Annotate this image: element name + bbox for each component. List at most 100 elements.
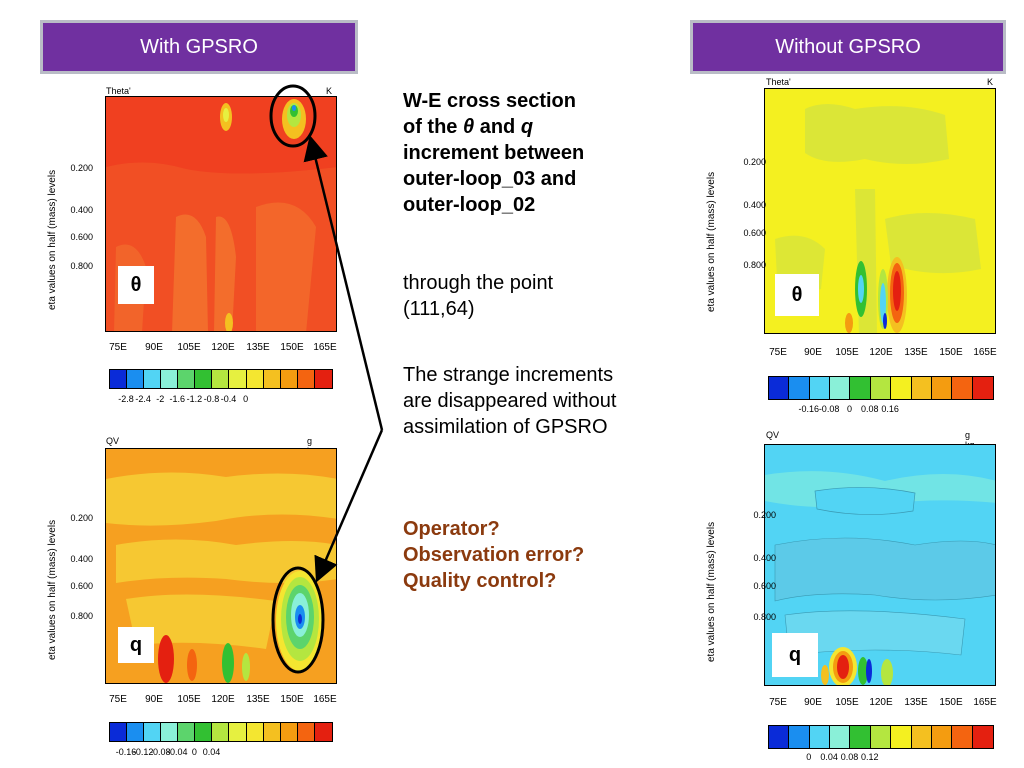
x-tick: 135E — [904, 697, 928, 708]
highlight-circle-theta — [269, 84, 317, 148]
colorbar-label: 0 — [191, 747, 197, 757]
y-tick: 0.200 — [70, 163, 93, 173]
colorbar-swatch — [911, 726, 932, 748]
colorbar-swatch — [789, 377, 810, 399]
x-tick: 90E — [804, 347, 822, 358]
colorbar-swatch — [127, 370, 145, 388]
strange-increments-note: The strange increments are disappeared w… — [403, 364, 617, 438]
x-tick: 90E — [804, 697, 822, 708]
colorbar-label: 0.04 — [820, 752, 838, 762]
colorbar-label: -2.8 — [118, 394, 134, 404]
colorbar — [109, 722, 333, 742]
colorbar-swatch — [789, 726, 810, 748]
header-without-gpsro: Without GPSRO — [690, 20, 1006, 74]
x-tick: 165E — [973, 697, 997, 708]
colorbar-swatch — [229, 723, 247, 741]
colorbar-label: -2.4 — [135, 394, 151, 404]
y-tick: 0.400 — [70, 554, 93, 564]
x-tick: 120E — [869, 347, 893, 358]
x-tick: 120E — [211, 342, 235, 353]
x-tick: 90E — [145, 694, 163, 705]
colorbar-swatch — [850, 377, 871, 399]
colorbar-label: -0.16 — [115, 747, 137, 757]
colorbar-swatch — [127, 723, 145, 741]
y-tick: 0.200 — [70, 513, 93, 523]
colorbar — [768, 725, 994, 749]
colorbar-swatch — [229, 370, 247, 388]
q-symbol-box: q — [772, 633, 818, 677]
panel-title: Theta' — [766, 77, 791, 87]
colorbar-swatch — [314, 723, 332, 741]
colorbar-swatch — [972, 377, 993, 399]
x-tick: 165E — [313, 694, 337, 705]
colorbar-swatch — [830, 377, 851, 399]
colorbar-swatch — [911, 377, 932, 399]
x-tick: 105E — [835, 347, 859, 358]
x-tick: 165E — [973, 347, 997, 358]
colorbar-swatch — [931, 377, 953, 399]
colorbar-swatch — [931, 726, 953, 748]
colorbar-swatch — [212, 723, 230, 741]
colorbar-swatch — [891, 377, 912, 399]
colorbar-swatch — [195, 723, 213, 741]
description-heading: W-E cross section of the θ and q increme… — [403, 90, 585, 216]
y-tick: 0.800 — [743, 260, 766, 270]
panel-unit: K — [987, 77, 994, 87]
colorbar-swatch — [263, 370, 281, 388]
colorbar-swatch — [952, 377, 973, 399]
y-tick: 0.600 — [743, 228, 766, 238]
y-tick: 0.400 — [753, 553, 776, 563]
colorbar-label: 0 — [243, 394, 249, 404]
colorbar-label: -0.16 — [798, 404, 819, 414]
colorbar-label: -0.08 — [818, 404, 840, 414]
colorbar-swatch — [891, 726, 912, 748]
contour-fill — [765, 445, 995, 685]
panel-title: QV — [106, 436, 120, 446]
open-questions: Operator? Observation error? Quality con… — [403, 518, 585, 592]
colorbar-swatch — [972, 726, 993, 748]
x-tick: 150E — [939, 697, 963, 708]
colorbar — [768, 376, 994, 400]
colorbar-swatch — [314, 370, 332, 388]
colorbar-label: 0 — [846, 404, 852, 414]
y-tick: 0.600 — [70, 581, 93, 591]
x-tick: 90E — [145, 342, 163, 353]
y-tick: 0.600 — [753, 581, 776, 591]
colorbar-label: 0.08 — [840, 752, 859, 762]
y-tick: 0.600 — [70, 232, 93, 242]
header-with-gpsro: With GPSRO — [40, 20, 358, 74]
colorbar-label: -0.04 — [167, 747, 188, 757]
point-description: through the point (111,64) — [403, 272, 554, 320]
x-tick: 75E — [109, 342, 127, 353]
colorbar-swatch — [161, 370, 179, 388]
colorbar-label: -1.6 — [169, 394, 186, 404]
colorbar-label: -1.2 — [186, 394, 203, 404]
x-tick: 105E — [177, 694, 201, 705]
x-tick: 135E — [904, 347, 928, 358]
colorbar-swatch — [195, 370, 213, 388]
panel-title: QV — [766, 430, 780, 440]
x-tick: 120E — [869, 697, 893, 708]
y-tick: 0.200 — [743, 157, 766, 167]
colorbar-swatch — [769, 726, 790, 748]
colorbar-swatch — [110, 370, 128, 388]
contour-plot — [764, 444, 996, 686]
x-tick: 75E — [769, 697, 787, 708]
colorbar-label: -0.4 — [220, 394, 237, 404]
x-tick: 150E — [280, 342, 304, 353]
colorbar-swatch — [212, 370, 230, 388]
theta-symbol-box: θ — [118, 266, 154, 304]
colorbar-swatch — [769, 377, 790, 399]
colorbar — [109, 369, 333, 389]
colorbar-swatch — [850, 726, 871, 748]
colorbar-label: 0.08 — [861, 404, 879, 414]
colorbar-label: 0 — [806, 752, 812, 762]
y-tick: 0.400 — [743, 200, 766, 210]
x-tick: 120E — [211, 694, 235, 705]
colorbar-swatch — [144, 370, 162, 388]
colorbar-label: -0.12 — [132, 747, 154, 757]
colorbar-swatch — [246, 723, 264, 741]
x-tick: 75E — [109, 694, 127, 705]
panel-title: Theta' — [106, 86, 131, 96]
